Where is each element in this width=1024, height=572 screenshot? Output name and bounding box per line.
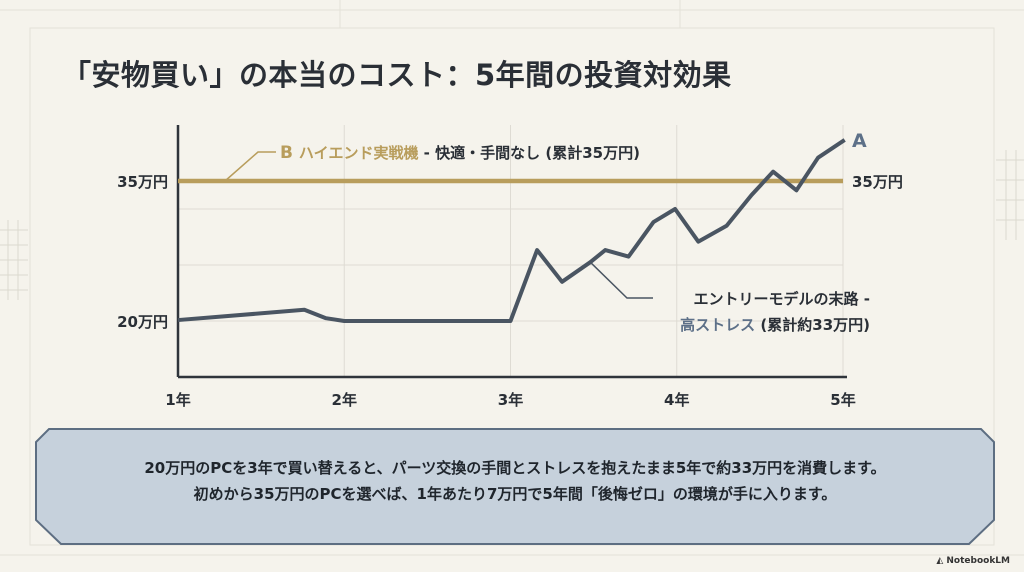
series-a-label-line1: エントリーモデルの末路 -	[694, 290, 870, 308]
series-a-label-line2: 高ストレス (累計約33万円)	[680, 316, 870, 334]
x-tick-label: 5年	[830, 391, 855, 409]
message-line-1: 20万円のPCを3年で買い替えると、パーツ交換の手間とストレスを抱えたまま5年で…	[144, 459, 886, 477]
x-tick-label: 2年	[332, 391, 357, 409]
x-tick-label: 4年	[664, 391, 689, 409]
logo-text: NotebookLM	[946, 556, 1010, 566]
notebooklm-logo: ◭ NotebookLM	[936, 556, 1010, 566]
message-line-2: 初めから35万円のPCを選べば、1年あたり7万円で5年間「後悔ゼロ」の環境が手に…	[193, 485, 837, 503]
series-b-label: B ハイエンド実戦機 - 快適・手間なし (累計35万円)	[280, 143, 640, 163]
line-chart: 1年 2年 3年 4年 5年 20万円 35万円 35万円 B ハイエンド実戦機 - 快適・手間…	[117, 125, 903, 409]
slide-title: 「安物買い」の本当のコスト：5年間の投資対効果	[62, 58, 732, 92]
series-a-accent: 高ストレス	[680, 316, 760, 334]
x-tick-label: 1年	[165, 391, 190, 409]
series-a-desc: (累計約33万円)	[760, 316, 870, 334]
series-b-desc: - 快適・手間なし (累計35万円)	[418, 144, 639, 162]
series-a-name: A	[852, 130, 867, 152]
message-box-shape	[35, 428, 995, 545]
series-b-name: B	[280, 143, 299, 163]
y-tick-label: 35万円	[117, 173, 168, 191]
series-b-title: ハイエンド実戦機	[299, 144, 419, 162]
message-box: 20万円のPCを3年で買い替えると、パーツ交換の手間とストレスを抱えたまま5年で…	[35, 455, 995, 507]
series-b-leader-line	[224, 151, 276, 182]
x-tick-label: 3年	[498, 391, 523, 409]
series-a-leader-line	[589, 261, 653, 299]
series-b-value-label: 35万円	[852, 173, 903, 191]
y-tick-label: 20万円	[117, 313, 168, 331]
